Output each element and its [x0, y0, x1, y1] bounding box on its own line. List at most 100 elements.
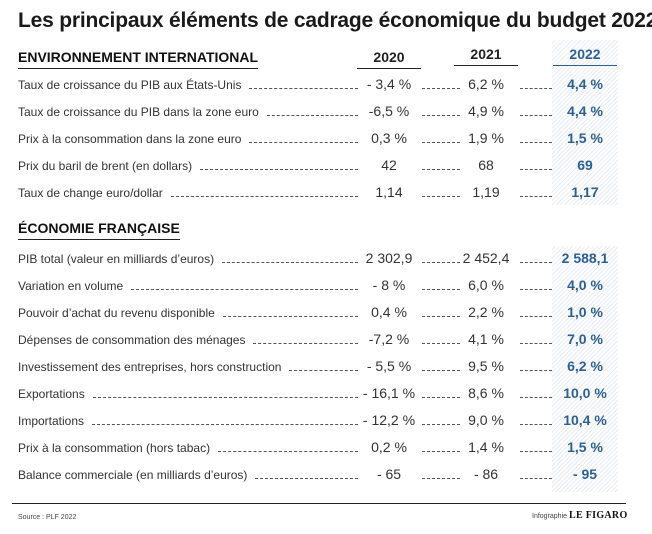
- column-header-2020: 2020: [357, 49, 421, 69]
- table-row: Taux de croissance du PIB aux États-Unis…: [0, 76, 652, 96]
- page-title: Les principaux éléments de cadrage écono…: [18, 9, 652, 32]
- brand-logo: LE FIGARO: [568, 510, 628, 521]
- value-2021: 8,6 %: [468, 385, 504, 401]
- row-label: Prix du baril de brent (en dollars): [18, 159, 193, 173]
- row-label: Taux de change euro/dollar: [18, 186, 163, 200]
- value-2021: 2 452,4: [462, 250, 510, 266]
- leader-dots: [520, 370, 552, 371]
- value-2021: 9,5 %: [468, 358, 504, 374]
- value-2020: -6,5 %: [368, 103, 410, 119]
- leader-dots: [92, 424, 358, 425]
- value-2020: 0,4 %: [371, 304, 407, 320]
- value-2021: 6,0 %: [468, 277, 504, 293]
- value-2021: 4,9 %: [468, 103, 504, 119]
- value-2021: 2,2 %: [468, 304, 504, 320]
- credit-prefix: Infographie: [532, 513, 568, 520]
- table-row: Taux de croissance du PIB dans la zone e…: [0, 103, 652, 123]
- value-2020: 2 302,9: [365, 250, 413, 266]
- value-2022: 4,0 %: [567, 277, 603, 293]
- value-2022: - 95: [572, 466, 598, 482]
- leader-dots: [422, 115, 460, 116]
- leader-dots: [289, 370, 358, 371]
- footer-rule: [12, 503, 626, 504]
- table-row: Prix du baril de brent (en dollars) 42 68 6…: [0, 157, 652, 177]
- highlight-2022-international: [552, 40, 618, 205]
- row-label: Pouvoir d’achat du revenu disponible: [18, 306, 215, 320]
- leader-dots: [249, 142, 358, 143]
- leader-dots: [200, 169, 358, 170]
- value-2021: - 86: [473, 466, 499, 482]
- row-label: Exportations: [18, 387, 85, 401]
- section-heading-international: ENVIRONNEMENT INTERNATIONAL: [18, 49, 259, 69]
- table-row: Exportations - 16,1 % 8,6 % 10,0 %: [0, 385, 652, 405]
- value-2021: 9,0 %: [468, 412, 504, 428]
- leader-dots: [520, 424, 552, 425]
- value-2020: - 8 %: [372, 277, 406, 293]
- leader-dots: [253, 343, 358, 344]
- value-2022: 4,4 %: [567, 103, 603, 119]
- value-2020: - 5,5 %: [366, 358, 412, 374]
- value-2022: 1,17: [571, 184, 599, 200]
- table-row: Pouvoir d’achat du revenu disponible 0,4 …: [0, 304, 652, 324]
- leader-dots: [218, 451, 358, 452]
- leader-dots: [520, 316, 552, 317]
- leader-dots: [422, 397, 460, 398]
- leader-dots: [520, 115, 552, 116]
- column-header-2022: 2022: [553, 46, 617, 66]
- leader-dots: [520, 289, 552, 290]
- value-2022: 69: [577, 157, 593, 173]
- table-row: Prix à la consommation dans la zone euro…: [0, 130, 652, 150]
- value-2022: 1,5 %: [567, 439, 603, 455]
- leader-dots: [520, 142, 552, 143]
- leader-dots: [520, 343, 552, 344]
- table-row: Investissement des entreprises, hors con…: [0, 358, 652, 378]
- value-2022: 6,2 %: [567, 358, 603, 374]
- row-label: PIB total (valeur en milliards d’euros): [18, 252, 215, 266]
- value-2021: 1,9 %: [468, 130, 504, 146]
- leader-dots: [422, 424, 460, 425]
- row-label: Dépenses de consommation des ménages: [18, 333, 246, 347]
- leader-dots: [222, 316, 358, 317]
- value-2020: 42: [381, 157, 397, 173]
- leader-dots: [422, 451, 460, 452]
- row-label: Prix à la consommation dans la zone euro: [18, 132, 242, 146]
- leader-dots: [422, 142, 460, 143]
- source-note: Source : PLF 2022: [18, 514, 77, 521]
- credit-line: Infographie LE FIGARO: [532, 510, 628, 521]
- leader-dots: [520, 169, 552, 170]
- row-label: Prix à la consommation (hors tabac): [18, 441, 211, 455]
- value-2022: 7,0 %: [567, 331, 603, 347]
- row-label: Variation en volume: [18, 279, 124, 293]
- table-row: Taux de change euro/dollar 1,14 1,19 1,17: [0, 184, 652, 204]
- highlight-2022-france: [552, 246, 618, 492]
- value-2020: -7,2 %: [368, 331, 410, 347]
- leader-dots: [422, 88, 460, 89]
- leader-dots: [520, 478, 552, 479]
- value-2020: 0,3 %: [371, 130, 407, 146]
- value-2020: - 65: [376, 466, 402, 482]
- leader-dots: [422, 316, 460, 317]
- table-row: Importations - 12,2 % 9,0 % 10,4 %: [0, 412, 652, 432]
- column-header-2021: 2021: [454, 46, 518, 66]
- leader-dots: [249, 88, 358, 89]
- leader-dots: [520, 262, 552, 263]
- value-2022: 10,4 %: [563, 412, 607, 428]
- leader-dots: [255, 478, 358, 479]
- leader-dots: [422, 370, 460, 371]
- row-label: Balance commerciale (en milliards d’euro…: [18, 468, 248, 482]
- leader-dots: [422, 289, 460, 290]
- leader-dots: [92, 397, 358, 398]
- leader-dots: [520, 196, 552, 197]
- row-label: Taux de croissance du PIB dans la zone e…: [18, 105, 259, 119]
- value-2021: 4,1 %: [468, 331, 504, 347]
- row-label: Taux de croissance du PIB aux États-Unis: [18, 78, 242, 92]
- row-label: Importations: [18, 414, 85, 428]
- leader-dots: [422, 196, 460, 197]
- value-2022: 1,5 %: [567, 130, 603, 146]
- leader-dots: [422, 343, 460, 344]
- leader-dots: [266, 115, 358, 116]
- leader-dots: [520, 397, 552, 398]
- value-2021: 6,2 %: [468, 76, 504, 92]
- value-2020: 0,2 %: [371, 439, 407, 455]
- value-2022: 10,0 %: [563, 385, 607, 401]
